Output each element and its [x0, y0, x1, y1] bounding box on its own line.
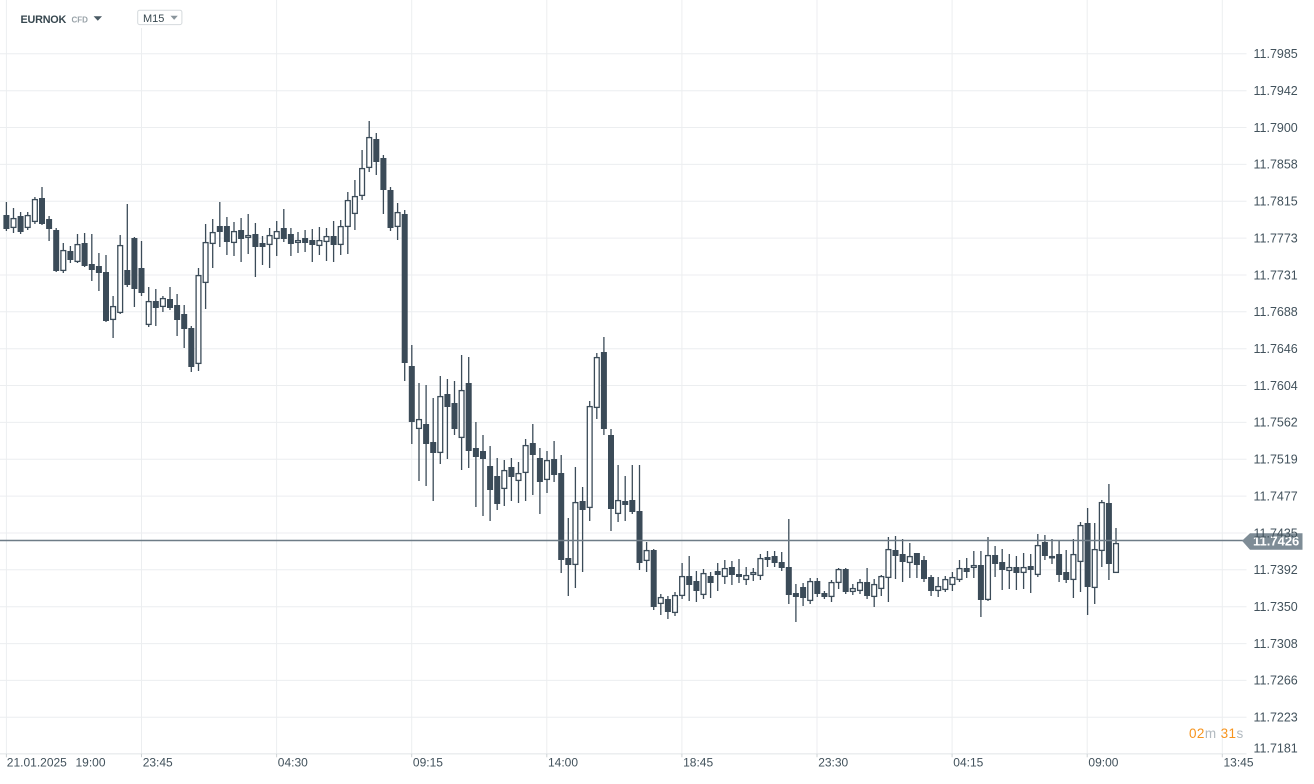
svg-text:11.7731: 11.7731: [1254, 268, 1298, 282]
svg-text:04:30: 04:30: [278, 756, 308, 770]
svg-text:09:00: 09:00: [1088, 756, 1118, 770]
svg-text:14:00: 14:00: [548, 756, 578, 770]
svg-text:11.7519: 11.7519: [1254, 453, 1298, 467]
svg-text:11.7604: 11.7604: [1254, 379, 1298, 393]
svg-text:11.7392: 11.7392: [1254, 563, 1298, 577]
svg-text:11.7985: 11.7985: [1254, 47, 1298, 61]
svg-text:19:00: 19:00: [76, 756, 106, 770]
svg-text:11.7308: 11.7308: [1254, 637, 1298, 651]
svg-text:11.7773: 11.7773: [1254, 231, 1298, 245]
svg-text:11.7350: 11.7350: [1254, 600, 1298, 614]
svg-text:11.7181: 11.7181: [1254, 741, 1298, 755]
svg-text:11.7646: 11.7646: [1254, 342, 1298, 356]
svg-text:11.7858: 11.7858: [1254, 158, 1298, 172]
svg-text:11.7562: 11.7562: [1254, 416, 1298, 430]
svg-text:11.7815: 11.7815: [1254, 195, 1298, 209]
svg-text:18:45: 18:45: [683, 756, 713, 770]
svg-text:11.7688: 11.7688: [1254, 305, 1298, 319]
svg-text:04:15: 04:15: [953, 756, 983, 770]
svg-text:11.7266: 11.7266: [1254, 674, 1298, 688]
svg-text:13:45: 13:45: [1224, 756, 1254, 770]
svg-text:EURNOK: EURNOK: [21, 14, 67, 26]
svg-text:23:45: 23:45: [143, 756, 173, 770]
svg-text:21.01.2025: 21.01.2025: [7, 756, 67, 770]
svg-text:09:15: 09:15: [413, 756, 443, 770]
svg-text:23:30: 23:30: [818, 756, 848, 770]
svg-text:M15: M15: [143, 13, 164, 25]
svg-text:02m 31s: 02m 31s: [1189, 726, 1244, 741]
svg-text:11.7223: 11.7223: [1254, 711, 1298, 725]
svg-text:11.7435: 11.7435: [1254, 526, 1298, 540]
svg-text:11.7942: 11.7942: [1254, 84, 1298, 98]
svg-text:11.7900: 11.7900: [1254, 121, 1298, 135]
svg-text:11.7477: 11.7477: [1254, 489, 1298, 503]
svg-text:CFD: CFD: [72, 15, 89, 24]
svg-text:11.7426: 11.7426: [1253, 534, 1299, 549]
